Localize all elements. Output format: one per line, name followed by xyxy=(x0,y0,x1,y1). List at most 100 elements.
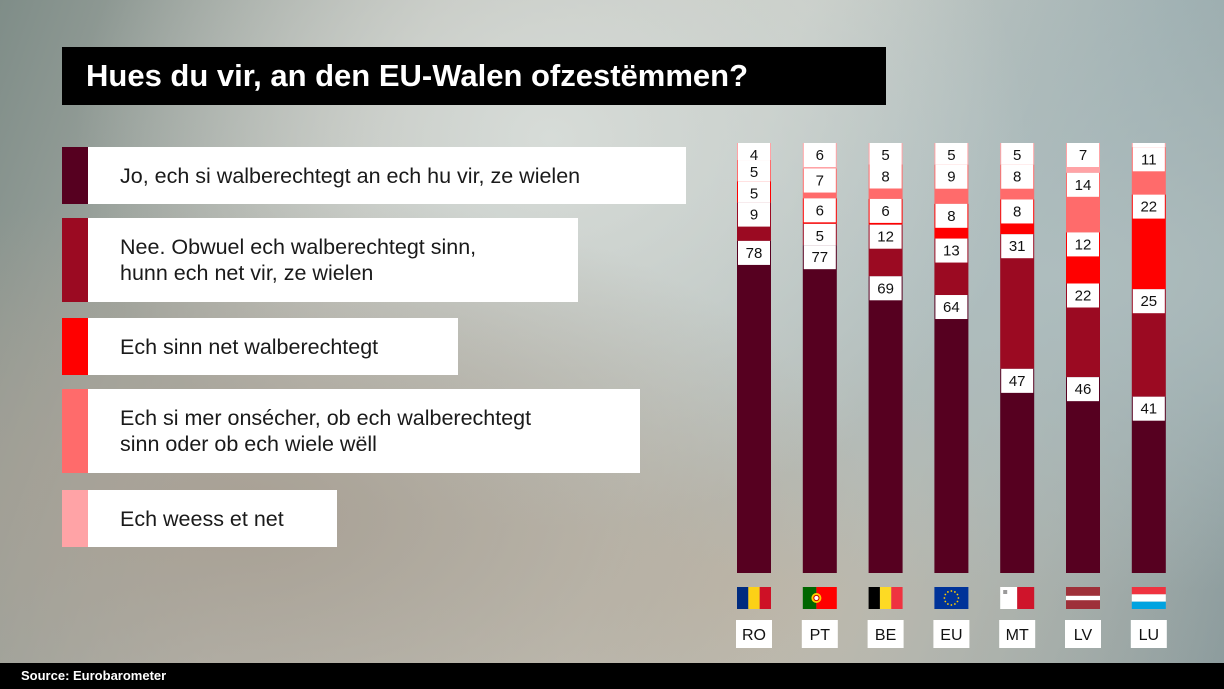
legend-item-not-eligible: Ech sinn net walberechtegt xyxy=(62,318,458,375)
data-label: 25 xyxy=(1140,293,1157,310)
flag-eu-icon xyxy=(934,587,969,609)
data-label-box xyxy=(738,240,770,265)
category-label-be: BE xyxy=(875,627,896,644)
category-label-box xyxy=(867,620,904,648)
footer-bar: Source: Eurobarometer xyxy=(0,663,1224,689)
data-label-box xyxy=(1001,164,1034,189)
data-label-box xyxy=(869,276,902,301)
legend-swatch xyxy=(62,490,88,547)
data-label-box xyxy=(935,295,968,320)
flag-malta-icon xyxy=(1000,587,1035,609)
data-label: 22 xyxy=(1140,199,1157,216)
bar-be: 5 8 6 12 69 xyxy=(868,143,903,573)
data-label: 69 xyxy=(877,280,894,297)
data-label: 14 xyxy=(1075,177,1092,194)
legend-item-no: Nee. Obwuel ech walberechtegt sinn, hunn… xyxy=(62,218,578,302)
bar-lu: 111222541 xyxy=(1131,143,1166,573)
category-label-lu: LU xyxy=(1139,627,1159,644)
data-label-box xyxy=(738,181,770,206)
bar-segment-yes xyxy=(737,240,771,574)
data-label: 6 xyxy=(881,203,889,220)
data-label: 7 xyxy=(816,173,824,190)
flag-belgium-icon xyxy=(868,587,903,609)
data-label: 5 xyxy=(881,147,889,164)
data-label: 12 xyxy=(877,229,894,246)
data-label: 9 xyxy=(947,169,955,186)
data-label: 46 xyxy=(1075,381,1092,398)
category-label-box xyxy=(801,620,838,648)
data-label-box xyxy=(1001,199,1034,224)
data-label-box xyxy=(935,238,968,263)
category-label-box xyxy=(736,620,772,648)
data-label: 9 xyxy=(750,207,758,224)
data-label: 41 xyxy=(1140,401,1157,418)
data-label: 5 xyxy=(750,185,758,202)
legend-swatch xyxy=(62,147,88,204)
data-label-box xyxy=(1067,232,1099,257)
data-label-box xyxy=(1132,147,1165,172)
data-label-box xyxy=(869,143,902,167)
data-label: 6 xyxy=(816,202,824,219)
data-label-box xyxy=(1067,172,1099,197)
data-label: 47 xyxy=(1009,373,1026,390)
bar-segment-yes xyxy=(1000,368,1035,573)
data-label: 77 xyxy=(811,249,828,266)
bar-segment-yes xyxy=(934,295,969,573)
data-label: 4 xyxy=(750,147,758,164)
bar-lv: 7 14 12 22 46 xyxy=(1066,143,1100,573)
data-label-box xyxy=(1132,289,1165,314)
data-label: 8 xyxy=(1013,169,1021,186)
data-label-box xyxy=(1067,283,1099,308)
category-label-lv: LV xyxy=(1074,627,1093,644)
category-label-box xyxy=(1065,620,1101,648)
bar-eu: 5 9 8 13 64 xyxy=(934,143,969,573)
category-label-box xyxy=(1130,620,1167,648)
data-label: 78 xyxy=(746,245,763,262)
data-label-box xyxy=(1067,377,1099,402)
legend-swatch xyxy=(62,318,88,375)
data-label: 8 xyxy=(881,169,889,186)
bar-pt: 6 7 6 5 77 xyxy=(802,143,837,573)
category-label-box xyxy=(999,620,1036,648)
bar-segment-yes xyxy=(1131,396,1166,573)
data-label-box xyxy=(738,202,770,227)
data-label: 22 xyxy=(1075,287,1092,304)
category-label-ro: RO xyxy=(742,627,766,644)
data-label-box xyxy=(803,143,836,167)
legend-item-unsure: Ech si mer onsécher, ob ech walberechteg… xyxy=(62,389,640,473)
category-label-box xyxy=(933,620,970,648)
flag-latvia-icon xyxy=(1066,587,1100,609)
data-label-box xyxy=(869,198,902,223)
legend-item-yes: Jo, ech si walberechtegt an ech hu vir, … xyxy=(62,147,686,204)
category-label-mt: MT xyxy=(1006,627,1029,644)
data-label: 6 xyxy=(816,147,824,164)
legend-swatch xyxy=(62,389,88,473)
data-label: 64 xyxy=(943,299,960,316)
legend-label: Ech si mer onsécher, ob ech walberechteg… xyxy=(120,406,532,456)
data-label: 8 xyxy=(1013,203,1021,220)
data-label-box xyxy=(803,198,836,223)
legend-label: Ech weess et net xyxy=(120,506,284,531)
data-label: 8 xyxy=(947,208,955,225)
legend-label: Jo, ech si walberechtegt an ech hu vir, … xyxy=(120,163,581,188)
flag-luxembourg-icon xyxy=(1131,587,1166,609)
data-label: 11 xyxy=(1141,151,1157,168)
data-label-box xyxy=(1001,234,1034,259)
legend-label: Ech sinn net walberechtegt xyxy=(120,334,379,359)
data-label: 13 xyxy=(943,243,960,260)
bar-segment-yes xyxy=(1066,377,1100,573)
data-label-box xyxy=(869,164,902,189)
data-label-box xyxy=(803,245,836,270)
legend-label: Nee. Obwuel ech walberechtegt sinn, hunn… xyxy=(120,235,477,285)
data-label-box xyxy=(935,164,968,189)
bar-mt: 5 8 8 31 47 xyxy=(1000,143,1035,573)
data-label-box xyxy=(1067,143,1099,167)
data-label: 12 xyxy=(1075,236,1092,253)
category-label-pt: PT xyxy=(810,627,831,644)
data-label-box xyxy=(1132,396,1165,421)
chart-title: Hues du vir, an den EU-Walen ofzestëmmen… xyxy=(62,47,886,105)
data-label-box xyxy=(1001,368,1034,393)
data-label: 5 xyxy=(1013,147,1021,164)
data-label-box xyxy=(935,203,968,228)
